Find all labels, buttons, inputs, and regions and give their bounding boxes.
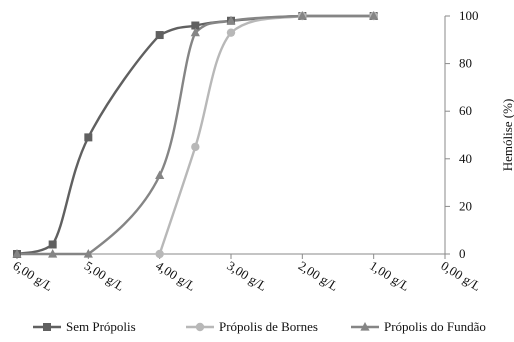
x-tick-label: 4,00 g/L — [153, 258, 198, 294]
data-point-propolis-do-fundao — [12, 249, 22, 258]
series-markers — [12, 11, 379, 259]
y-tick-label: 40 — [459, 151, 472, 166]
y-tick-label: 20 — [459, 198, 472, 213]
y-tick-label: 0 — [459, 246, 466, 261]
data-point-propolis-de-bornes — [226, 28, 236, 37]
data-point-propolis-de-bornes — [155, 249, 164, 259]
series-line-sem-propolis — [15, 14, 375, 256]
data-point-propolis-do-fundao — [48, 249, 58, 258]
data-point-sem-propolis — [48, 240, 57, 249]
data-point-propolis-do-fundao — [83, 249, 93, 258]
legend-marker-propolis-de-bornes — [195, 322, 205, 332]
series-line-propolis-de-bornes — [158, 14, 375, 256]
x-tick-label: 0,00 g/L — [438, 258, 483, 294]
data-point-sem-propolis — [191, 21, 200, 30]
series-line-propolis-do-fundao — [15, 14, 375, 256]
data-point-sem-propolis — [155, 31, 164, 40]
data-point-propolis-de-bornes — [191, 142, 200, 152]
x-tick-label: 1,00 g/L — [367, 258, 412, 294]
legend-label-sem-propolis: Sem Própolis — [66, 319, 136, 334]
x-tick-label: 3,00 g/L — [224, 258, 269, 294]
legend-label-propolis-do-fundao: Própolis do Fundão — [384, 319, 486, 334]
axes — [16, 15, 450, 259]
data-point-propolis-do-fundao — [155, 170, 165, 180]
data-point-propolis-do-fundao — [226, 15, 236, 25]
y-tick-label: 100 — [459, 8, 479, 23]
data-point-sem-propolis — [84, 133, 93, 142]
series-lines — [15, 14, 375, 256]
y-axis-title: Hemólise (%) — [500, 99, 514, 172]
data-point-propolis-do-fundao — [190, 27, 200, 37]
data-point-propolis-do-fundao — [297, 11, 307, 20]
legend: Sem Própolis Própolis de Bornes Própolis d… — [33, 319, 486, 334]
x-tick-label: 2,00 g/L — [296, 258, 341, 294]
y-tick-label: 80 — [459, 56, 472, 71]
data-point-propolis-do-fundao — [369, 11, 379, 20]
legend-label-propolis-de-bornes: Própolis de Bornes — [219, 319, 318, 334]
y-tick-label: 60 — [459, 103, 472, 118]
legend-marker-propolis-do-fundao — [360, 322, 370, 331]
legend-marker-sem-propolis — [43, 323, 51, 331]
x-tick-label: 5,00 g/L — [82, 258, 127, 294]
x-tick-label: 6,00 g/L — [10, 258, 55, 294]
